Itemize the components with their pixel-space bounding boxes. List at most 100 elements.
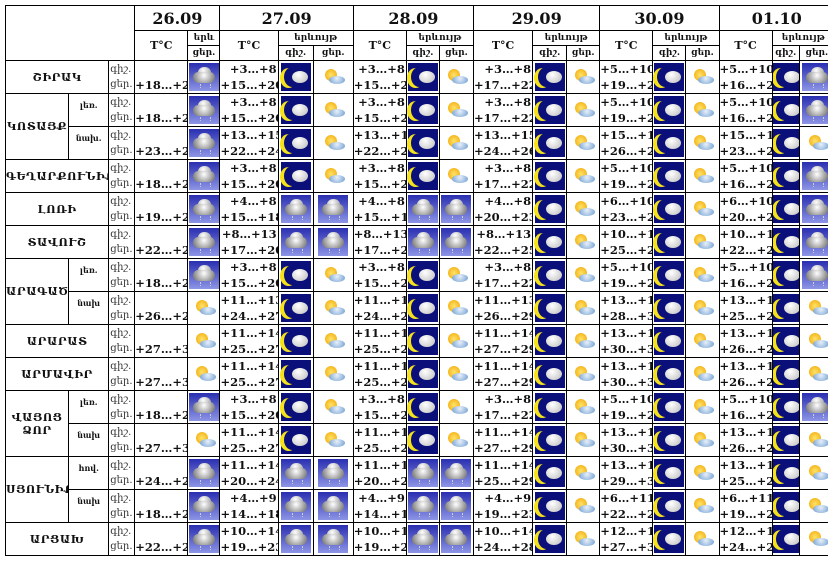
night-temp: +13…+15 xyxy=(719,293,771,307)
day-temp: +25…+27 xyxy=(353,441,405,455)
night-icon-cell xyxy=(532,423,568,457)
night-header: գիշ. xyxy=(277,45,314,61)
time-labels: գիշ. ցեր. xyxy=(108,225,136,259)
rain-cloud-icon xyxy=(280,492,311,520)
day-icon-cell xyxy=(798,390,828,424)
day-header: ցեր. xyxy=(685,45,720,61)
night-temp: +3…+8 xyxy=(229,161,277,175)
moon-cloud-icon xyxy=(654,195,685,223)
sun-cloud-icon xyxy=(801,525,828,553)
night-temp: +6…+10 xyxy=(719,194,773,208)
day-temp: +20…+23 xyxy=(474,210,533,224)
day-temp: +24…+28 xyxy=(719,540,771,554)
temperature-cell: +13…+16 +30…+32 xyxy=(599,357,654,391)
temperature-cell: +13…+16 +25…+29 xyxy=(718,456,773,490)
night-icon-cell xyxy=(771,93,800,127)
night-icon-cell xyxy=(277,423,314,457)
temperature-cell: +11…+14 +25…+29 xyxy=(473,456,534,490)
night-icon-cell xyxy=(277,390,314,424)
day-temp: +15…+20 xyxy=(353,177,405,191)
moon-cloud-icon xyxy=(534,294,565,322)
night-icon-cell xyxy=(405,93,440,127)
day-icon-cell xyxy=(438,291,475,325)
day-icon-cell xyxy=(438,489,475,523)
day-temp: +26…+28 xyxy=(135,309,187,323)
night-temp: +13…+15 xyxy=(474,128,533,142)
day-icon-cell xyxy=(798,522,828,556)
temperature-cell: +13…+16 +26…+28 xyxy=(718,423,773,457)
rain-cloud-icon xyxy=(188,525,219,553)
day-icon-cell xyxy=(312,357,354,391)
day-label: ցեր. xyxy=(110,442,133,453)
rain-cloud-icon xyxy=(441,195,472,223)
temperature-cell: +13…+16 +30…+32 xyxy=(599,423,654,457)
day-label: ցեր. xyxy=(110,475,133,486)
day-temp: +24…+27 xyxy=(353,309,405,323)
weather-icon-cell xyxy=(187,456,221,490)
moon-cloud-icon xyxy=(773,261,799,289)
night-icon-cell xyxy=(277,192,314,226)
phenomenon-header: երև xyxy=(187,30,221,46)
day-temp: +25…+27 xyxy=(220,375,279,389)
weather-icon-cell xyxy=(187,522,221,556)
region-name: ԱՐԱԳԱԾՈՏՆ xyxy=(4,258,70,325)
night-icon-cell xyxy=(532,522,568,556)
night-icon-cell xyxy=(532,291,568,325)
sun-cloud-icon xyxy=(441,96,472,124)
temperature-cell: +13…+15 +28…+31 xyxy=(599,291,654,325)
day-icon-cell xyxy=(438,60,475,94)
night-icon-cell xyxy=(532,324,568,358)
night-icon-cell xyxy=(652,126,687,160)
temperature-cell: +5…+10 +16…+21 xyxy=(718,159,773,193)
sun-cloud-icon xyxy=(801,294,828,322)
temperature-cell: +8…+13 +22…+25 xyxy=(473,225,534,259)
night-icon-cell xyxy=(405,357,440,391)
date-header: 28.09 xyxy=(352,5,475,31)
night-icon-cell xyxy=(652,93,687,127)
day-temp: +22…+26 xyxy=(600,507,652,521)
temperature-cell: +11…+14 +25…+27 xyxy=(352,357,407,391)
night-icon-cell xyxy=(405,225,440,259)
temperature-cell: +4…+8 +15…+18 xyxy=(352,192,407,226)
day-icon-cell xyxy=(798,357,828,391)
day-temp: +25…+29 xyxy=(474,474,533,488)
night-label: գիշ. xyxy=(110,394,132,405)
day-icon-cell xyxy=(566,192,601,226)
night-temp: +15…+17 xyxy=(600,128,652,142)
weather-icon-cell xyxy=(187,159,221,193)
night-temp: +13…+15 xyxy=(600,293,652,307)
night-temp: +3…+8 xyxy=(484,392,532,406)
night-header: գիշ. xyxy=(405,45,440,61)
temperature-cell: +4…+9 +14…+18 xyxy=(219,489,279,523)
temperature-cell: +18…+23 xyxy=(134,159,189,193)
day-label: ցեր. xyxy=(110,145,133,156)
night-icon-cell xyxy=(405,522,440,556)
temperature-cell: +11…+14 +25…+27 xyxy=(352,324,407,358)
sun-cloud-icon xyxy=(687,63,718,91)
rain-cloud-icon xyxy=(188,162,219,190)
day-temp: +19…+23 xyxy=(719,507,771,521)
day-temp: +19…+23 xyxy=(353,540,405,554)
temperature-cell: +3…+8 +15…+20 xyxy=(352,93,407,127)
temp-header: T°C xyxy=(599,30,654,61)
day-temp: +19…+24 xyxy=(600,111,652,125)
night-temp: +5…+10 xyxy=(719,392,773,406)
day-header: ցեր. xyxy=(187,45,221,61)
day-temp: +15…+20 xyxy=(220,78,279,92)
moon-cloud-icon xyxy=(407,426,438,454)
rain-cloud-icon xyxy=(188,459,219,487)
day-temp: +22…+24 xyxy=(353,144,405,158)
sun-cloud-icon xyxy=(441,393,472,421)
day-label: ցեր. xyxy=(110,211,133,222)
moon-cloud-icon xyxy=(534,129,565,157)
temperature-cell: +11…+14 +27…+29 xyxy=(473,324,534,358)
day-temp: +25…+27 xyxy=(220,441,279,455)
night-temp: +5…+10 xyxy=(600,95,653,109)
day-temp: +30…+32 xyxy=(600,375,652,389)
rain-cloud-icon xyxy=(188,393,219,421)
moon-cloud-icon xyxy=(773,360,799,388)
sun-cloud-icon xyxy=(687,195,718,223)
sun-cloud-icon xyxy=(441,327,472,355)
day-temp: +25…+28 xyxy=(600,243,652,257)
day-label: ցեր. xyxy=(110,508,133,519)
